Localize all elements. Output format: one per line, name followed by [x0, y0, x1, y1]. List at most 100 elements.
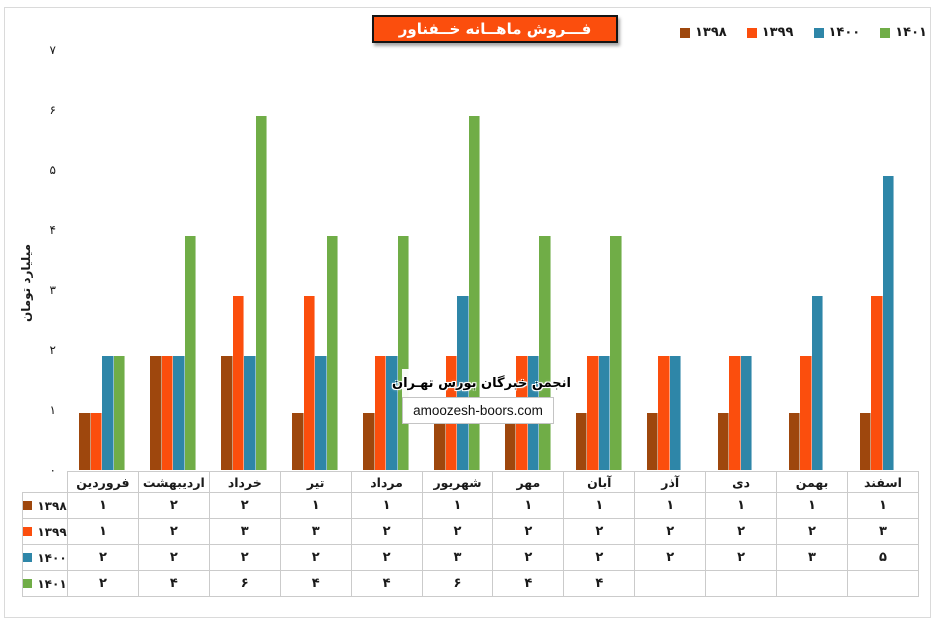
bar-series2-cat1	[173, 356, 185, 470]
value-cell-s1-c6: ۲	[492, 518, 565, 545]
series-key-swatch	[23, 579, 33, 588]
chart-area-frame	[4, 7, 931, 618]
bar-series3-cat2	[255, 116, 268, 470]
bar-series0-cat3	[292, 413, 304, 470]
value-cell-s1-c1: ۲	[137, 518, 210, 545]
series-year-label: ۱۴۰۰	[37, 550, 67, 565]
bar-series3-cat7	[610, 236, 622, 470]
bar-series1-cat8	[658, 356, 670, 470]
value-cell-s1-c4: ۲	[350, 518, 423, 545]
value-cell-s3-c10	[776, 570, 848, 597]
chart-title-box: فـــروش ماهــانه خــفناور	[372, 15, 618, 43]
month-header-cell: شهریور	[421, 471, 494, 493]
bar-series0-cat1	[150, 356, 162, 470]
series-key-swatch	[23, 553, 33, 562]
value-cell-s1-c0: ۱	[67, 518, 139, 545]
bar-series2-cat5	[457, 296, 469, 470]
value-cell-s0-c10: ۱	[776, 492, 848, 519]
legend-item-label: ۱۴۰۰	[828, 25, 861, 40]
y-axis-tick-label: ۲	[49, 343, 56, 357]
legend: ۱۳۹۸ ۱۳۹۹ ۱۴۰۰ ۱۴۰۱	[680, 25, 927, 40]
bar-series1-cat1	[161, 356, 174, 470]
value-cell-s2-c5: ۳	[421, 544, 494, 571]
value-cell-s0-c2: ۲	[208, 492, 281, 519]
legend-item-1: ۱۳۹۹	[746, 25, 794, 40]
value-cell-s1-c7: ۲	[563, 518, 636, 545]
value-cell-s3-c9	[705, 570, 778, 597]
bar-series0-cat9	[717, 413, 730, 470]
value-cell-s3-c6: ۴	[492, 570, 565, 597]
y-axis-tick-label: ۶	[49, 103, 56, 117]
series-key: ۱۴۰۰	[23, 551, 67, 565]
value-cell-s1-c5: ۲	[421, 518, 494, 545]
value-cell-s0-c1: ۲	[137, 492, 210, 519]
value-cell-s2-c6: ۲	[492, 544, 565, 571]
month-header-cell: فروردین	[67, 471, 139, 493]
bar-series3-cat5	[468, 116, 481, 470]
value-cell-s1-c9: ۲	[705, 518, 778, 545]
value-cell-s0-c6: ۱	[492, 492, 565, 519]
chart-title: فـــروش ماهــانه خــفناور	[398, 20, 592, 38]
value-cell-s0-c11: ۱	[846, 492, 920, 519]
bar-series1-cat0	[90, 413, 103, 470]
bar-series2-cat2	[244, 356, 256, 470]
y-axis-tick-labels: ۰ ۱ ۲ ۳ ۴ ۵ ۶ ۷	[18, 43, 56, 477]
legend-swatch	[813, 27, 824, 38]
value-cell-s0-c0: ۱	[67, 492, 139, 519]
series-key-cell: ۱۳۹۹	[22, 518, 68, 545]
bar-series2-cat7	[598, 356, 611, 470]
bar-series2-cat3	[315, 356, 327, 470]
series-key: ۱۴۰۱	[23, 577, 67, 591]
series-key-cell: ۱۴۰۱	[22, 570, 68, 597]
value-cell-s2-c3: ۲	[279, 544, 352, 571]
month-header-cell: مهر	[492, 471, 565, 493]
table-series-row: ۱۳۹۹ ۱ ۲ ۳ ۳ ۲ ۲ ۲ ۲ ۲ ۲ ۲ ۳	[22, 518, 920, 545]
value-cell-s0-c9: ۱	[705, 492, 778, 519]
value-cell-s2-c1: ۲	[137, 544, 210, 571]
value-cell-s2-c4: ۲	[350, 544, 423, 571]
table-month-header-row: فروردین اردیبهشت خرداد تیر مرداد شهریور مهر آبا…	[23, 471, 920, 493]
bar-series2-cat11	[882, 176, 895, 470]
watermark-url-box: amoozesh-boors.com	[402, 397, 554, 424]
bar-series0-cat4	[363, 413, 375, 470]
y-axis-tick-label: ۱	[49, 403, 56, 417]
y-axis-tick-label: ۳	[49, 283, 56, 297]
value-cell-s2-c8: ۲	[634, 544, 707, 571]
value-cell-s1-c3: ۳	[279, 518, 352, 545]
value-cell-s2-c10: ۳	[776, 544, 848, 571]
value-cell-s2-c9: ۲	[705, 544, 778, 571]
series-key: ۱۳۹۹	[23, 525, 67, 539]
series-key-swatch	[23, 501, 33, 510]
value-cell-s0-c4: ۱	[350, 492, 423, 519]
series-year-label: ۱۳۹۸	[37, 498, 67, 513]
month-header-cell: بهمن	[776, 471, 848, 493]
bar-series2-cat8	[669, 356, 682, 470]
bar-series3-cat3	[326, 236, 339, 470]
series-key-cell: ۱۳۹۸	[22, 492, 68, 519]
legend-swatch	[746, 27, 757, 38]
month-header-cell: آبان	[563, 471, 636, 493]
value-cell-s0-c5: ۱	[421, 492, 494, 519]
series-key-cell: ۱۴۰۰	[22, 544, 68, 571]
bar-series1-cat9	[729, 356, 741, 470]
bar-series0-cat11	[859, 413, 872, 470]
value-cell-s1-c8: ۲	[634, 518, 707, 545]
bar-series1-cat7	[587, 356, 599, 470]
month-header-cell: تیر	[279, 471, 352, 493]
y-axis-tick-label: ۷	[49, 43, 56, 57]
table-corner-blank	[23, 472, 68, 493]
value-cell-s3-c2: ۶	[208, 570, 281, 597]
legend-swatch	[680, 27, 690, 38]
value-cell-s0-c8: ۱	[634, 492, 707, 519]
bar-series0-cat5	[434, 413, 446, 470]
bar-series2-cat0	[102, 356, 114, 470]
bar-series2-cat4	[386, 356, 398, 470]
y-axis-tick-label: ۰	[49, 463, 56, 477]
month-header-cell: خرداد	[208, 471, 281, 493]
y-axis-tick-label: ۵	[49, 163, 56, 177]
series-year-label: ۱۴۰۱	[37, 576, 67, 591]
value-cell-s1-c11: ۳	[846, 518, 920, 545]
bar-series3-cat0	[113, 356, 126, 470]
legend-swatch	[880, 27, 891, 38]
legend-item-label: ۱۳۹۸	[695, 25, 727, 40]
